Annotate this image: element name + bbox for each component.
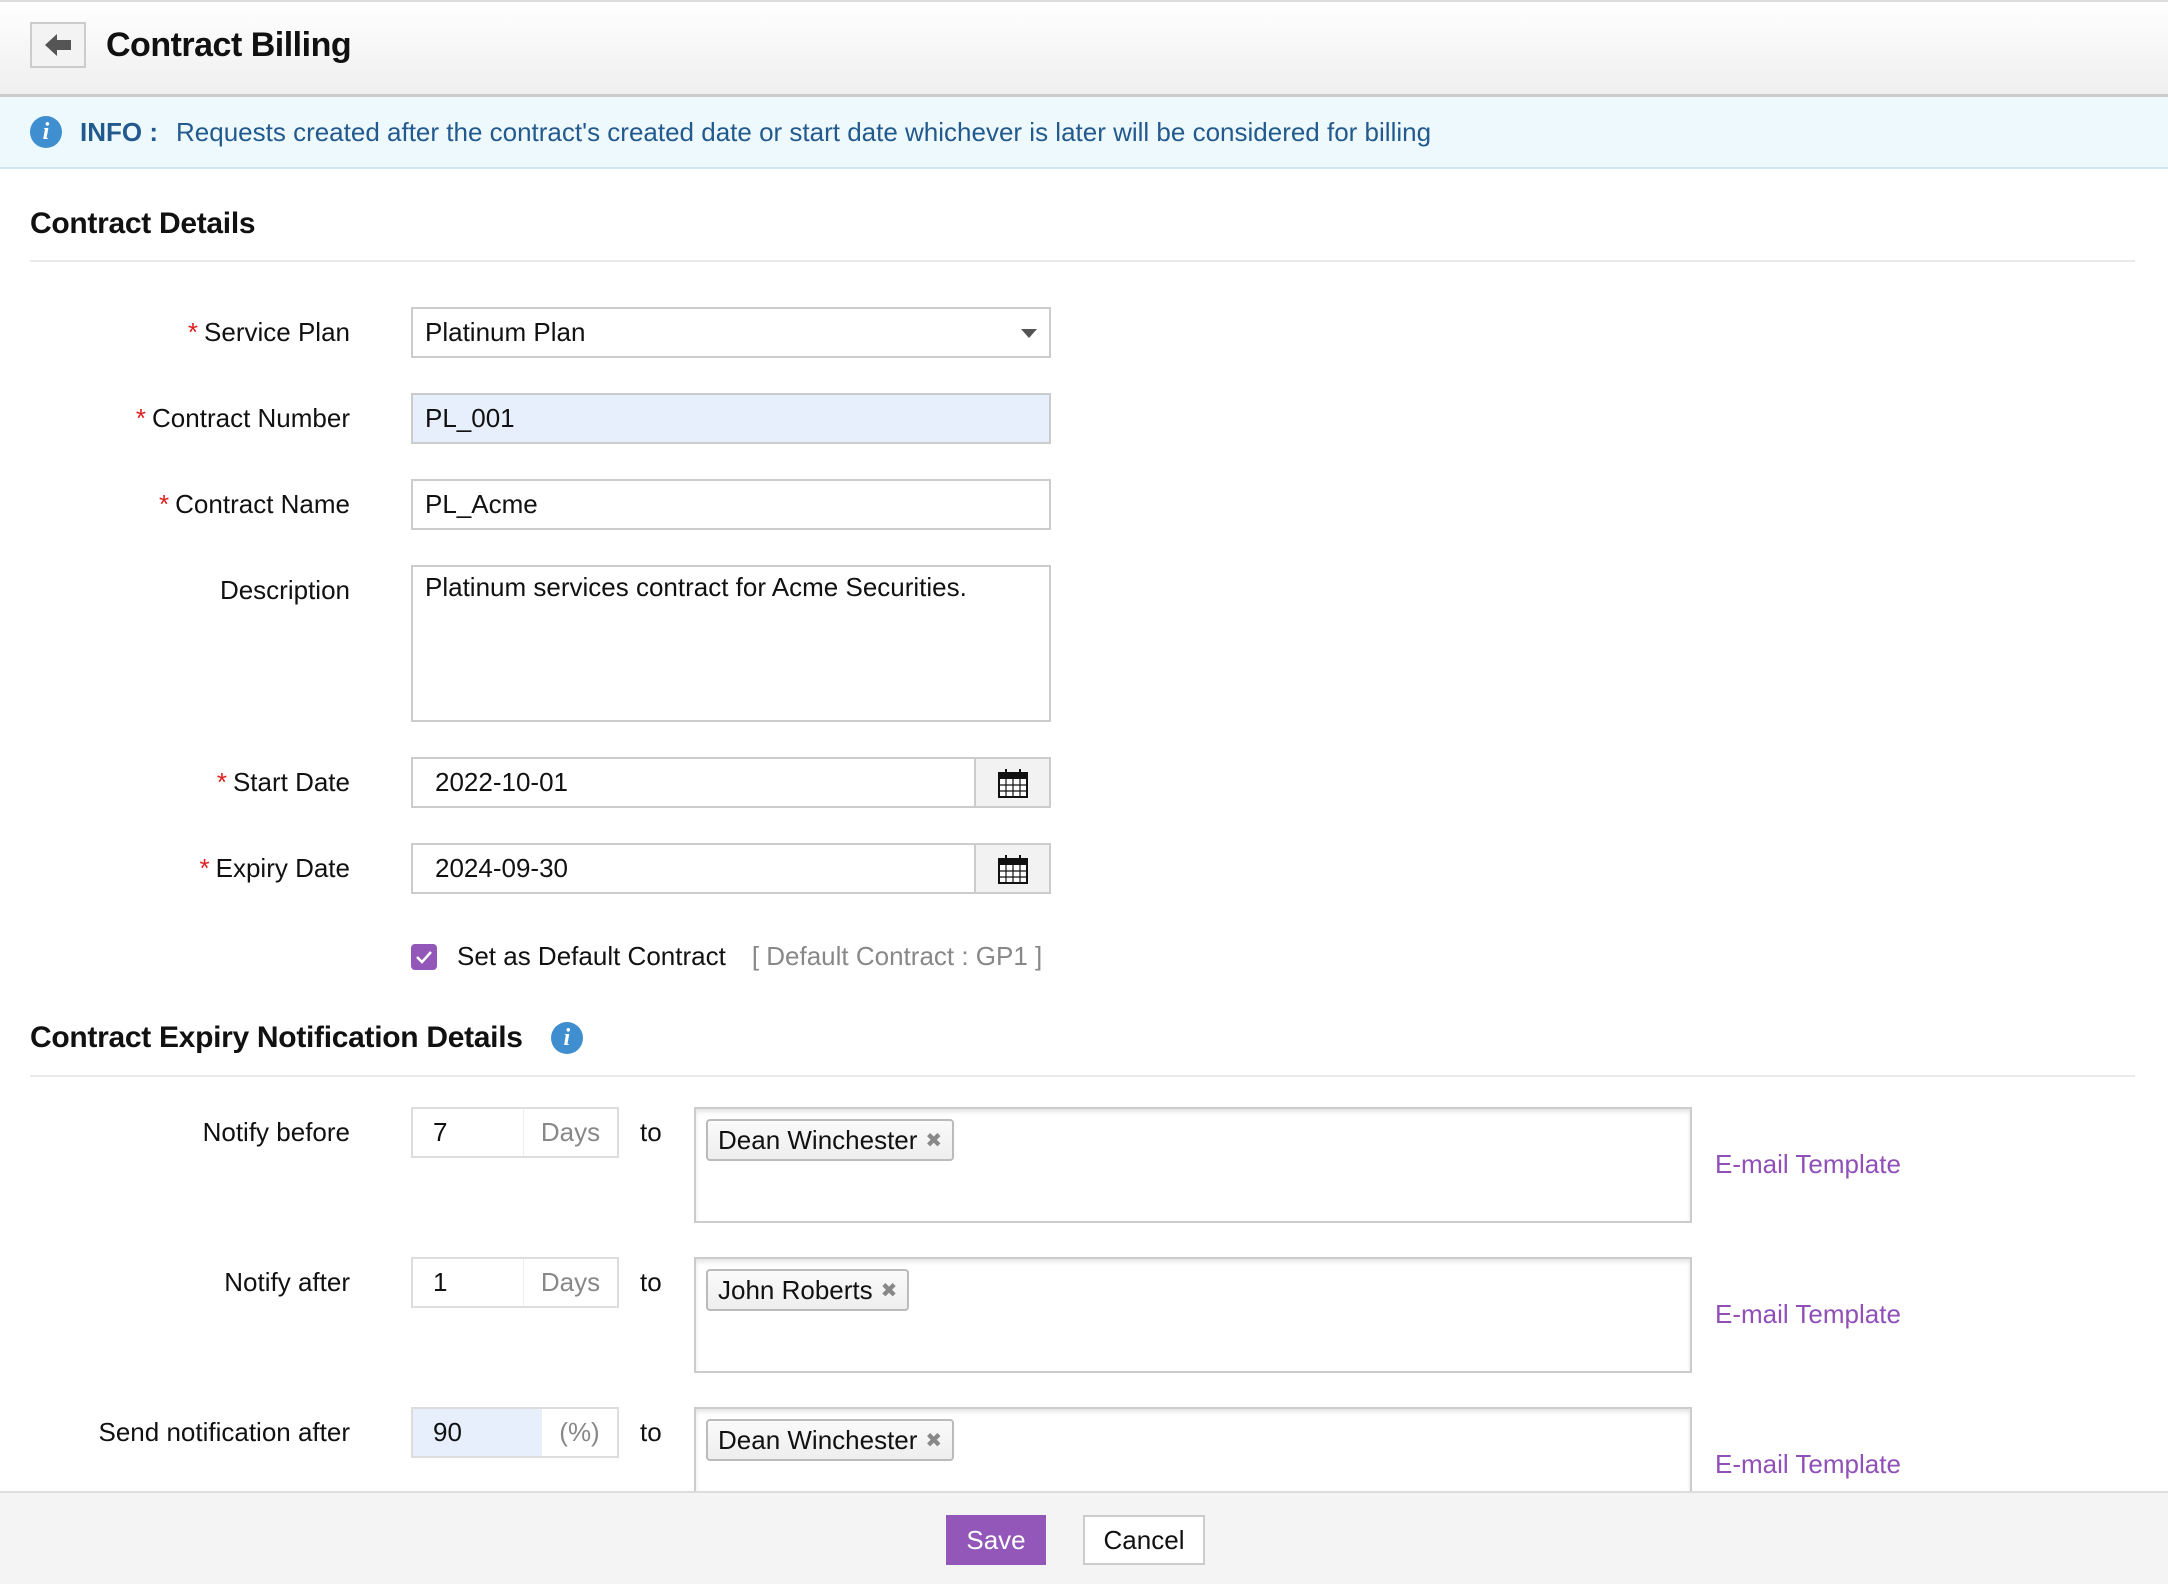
expiry-date-label: * Expiry Date [199,853,350,883]
expiry-date-input[interactable]: 2024-09-30 [411,843,1051,894]
section-notification: Contract Expiry Notification Details i [30,1021,583,1055]
recipient-chip: John Roberts ✖ [706,1269,910,1311]
contract-name-input[interactable]: PL_Acme [411,479,1051,530]
service-plan-label: * Service Plan [187,317,350,347]
info-icon: i [30,116,62,148]
page-header [0,0,2168,97]
default-contract-checkbox[interactable] [411,943,437,970]
remove-icon[interactable]: ✖ [925,1129,943,1152]
info-prefix: INFO : [80,116,158,147]
default-contract-note: [ Default Contract : GP1 ] [751,941,1043,971]
calendar-button[interactable] [974,759,1049,806]
to-label: to [640,1117,662,1147]
notify-value-input[interactable]: 7 Days [411,1107,619,1158]
cancel-button[interactable]: Cancel [1083,1515,1205,1565]
notify-value-input[interactable]: 1 Days [411,1257,619,1308]
footer-bar: Save Cancel [0,1491,2168,1584]
email-template-link[interactable]: E-mail Template [1715,1299,1901,1329]
info-message: Requests created after the contract's cr… [176,116,1432,147]
save-button[interactable]: Save [946,1515,1046,1565]
description-label: Description [219,575,350,605]
notify-label: Notify after [224,1267,350,1297]
page-title: Contract Billing [106,26,352,64]
back-button[interactable] [30,22,86,68]
recipients-input[interactable]: Dean Winchester ✖ [694,1407,1692,1491]
to-label: to [640,1267,662,1297]
start-date-input[interactable]: 2022-10-01 [411,757,1051,808]
notify-label: Send notification after [98,1417,351,1447]
email-template-link[interactable]: E-mail Template [1715,1149,1901,1179]
remove-icon[interactable]: ✖ [925,1429,943,1452]
recipients-input[interactable]: John Roberts ✖ [694,1257,1692,1373]
contract-name-label: * Contract Name [159,489,350,519]
contract-number-label: * Contract Number [135,403,350,433]
description-textarea[interactable]: Platinum services contract for Acme Secu… [411,565,1051,722]
recipient-chip: Dean Winchester ✖ [706,1419,955,1461]
unit-label: Days [523,1259,617,1306]
email-template-link[interactable]: E-mail Template [1715,1449,1901,1479]
check-icon [416,950,432,964]
calendar-button[interactable] [974,845,1049,892]
divider [30,260,2135,262]
recipients-input[interactable]: Dean Winchester ✖ [694,1107,1692,1223]
notify-value-input[interactable]: 90 (%) [411,1407,619,1458]
start-date-label: * Start Date [216,767,350,797]
default-contract-row: Set as Default Contract [ Default Contra… [411,941,1042,972]
unit-label: Days [523,1109,617,1156]
calendar-icon [997,768,1028,798]
recipient-chip: Dean Winchester ✖ [706,1119,955,1161]
chevron-down-icon [1021,329,1037,338]
arrow-left-icon [45,34,71,56]
section-contract-details: Contract Details [30,207,256,240]
to-label: to [640,1417,662,1447]
info-banner: i INFO : Requests created after the cont… [0,97,2168,169]
remove-icon[interactable]: ✖ [880,1279,898,1302]
default-contract-label: Set as Default Contract [457,941,726,971]
contract-number-input[interactable]: PL_001 [411,393,1051,444]
unit-label: (%) [541,1409,617,1456]
info-icon[interactable]: i [550,1022,583,1054]
service-plan-select[interactable]: Platinum Plan [411,307,1051,358]
divider [30,1075,2135,1077]
notify-label: Notify before [202,1117,350,1147]
calendar-icon [997,854,1028,884]
